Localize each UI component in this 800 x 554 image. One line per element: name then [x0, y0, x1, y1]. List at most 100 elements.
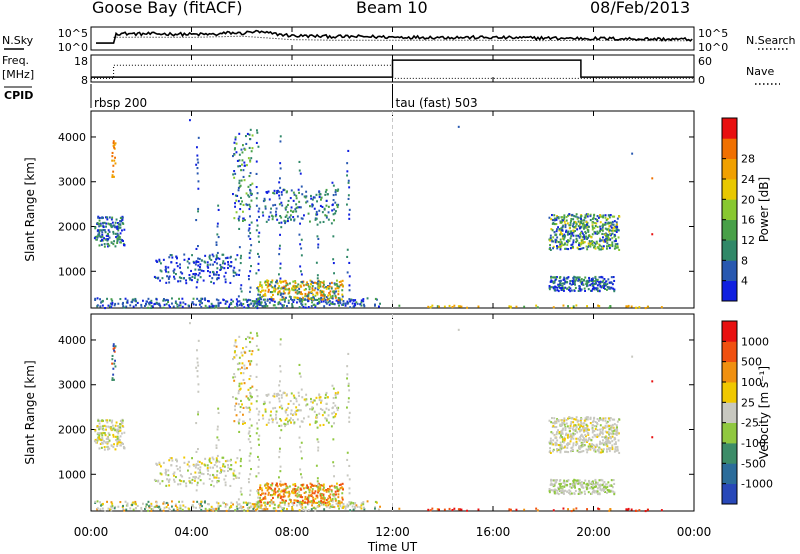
- data-point: [240, 399, 242, 402]
- data-point: [329, 498, 332, 501]
- data-point: [207, 270, 209, 273]
- data-point: [107, 432, 110, 435]
- data-point: [597, 435, 600, 438]
- data-point: [580, 424, 583, 427]
- data-point: [199, 266, 201, 269]
- data-point: [248, 175, 251, 178]
- data-point: [250, 468, 252, 471]
- data-point: [96, 304, 99, 307]
- data-point: [576, 431, 579, 434]
- data-point: [610, 432, 613, 435]
- data-point: [582, 427, 584, 430]
- data-point: [242, 298, 245, 301]
- data-point: [316, 298, 318, 301]
- data-point: [103, 432, 106, 435]
- data-point: [103, 243, 106, 246]
- data-point: [204, 507, 207, 510]
- data-point: [284, 215, 287, 218]
- data-point: [583, 490, 586, 493]
- data-point: [325, 505, 328, 508]
- data-point: [309, 408, 311, 411]
- data-point: [94, 235, 97, 238]
- data-point: [290, 392, 293, 395]
- data-point: [118, 236, 121, 239]
- data-point: [255, 389, 258, 392]
- data-point: [248, 133, 251, 136]
- data-point: [291, 502, 294, 505]
- data-point: [282, 292, 285, 295]
- data-point: [605, 240, 608, 243]
- data-point: [238, 132, 241, 135]
- data-point: [586, 485, 589, 488]
- data-point: [154, 479, 157, 482]
- data-point: [224, 262, 226, 265]
- data-point: [281, 280, 283, 283]
- data-point: [257, 269, 260, 272]
- data-point: [250, 447, 253, 450]
- data-point: [312, 196, 315, 199]
- data-point: [342, 302, 345, 305]
- data-point: [561, 282, 564, 285]
- data-point: [238, 304, 241, 307]
- data-point: [337, 300, 340, 303]
- data-point: [114, 365, 117, 368]
- data-point: [244, 351, 247, 354]
- data-point: [272, 507, 275, 510]
- data-point: [195, 219, 198, 222]
- data-point: [102, 431, 105, 434]
- data-point: [159, 472, 162, 475]
- data-point: [236, 507, 239, 510]
- data-point: [616, 448, 619, 451]
- data-point: [122, 442, 124, 445]
- data-point: [100, 446, 103, 449]
- data-point: [586, 283, 588, 286]
- data-point: [272, 289, 275, 292]
- data-point: [304, 306, 307, 309]
- isolated-point: [457, 125, 460, 128]
- data-point: [292, 289, 295, 292]
- data-point: [509, 509, 512, 512]
- data-point: [274, 406, 277, 409]
- data-point: [271, 502, 274, 505]
- data-point: [594, 478, 597, 481]
- data-point: [597, 507, 599, 510]
- data-point: [272, 204, 275, 207]
- data-point: [608, 245, 610, 248]
- data-point: [233, 469, 236, 472]
- data-point: [564, 224, 567, 227]
- data-point: [568, 224, 571, 227]
- data-point: [119, 426, 122, 429]
- data-point: [264, 501, 266, 504]
- data-point: [579, 289, 582, 292]
- data-point: [110, 241, 113, 244]
- data-point: [107, 304, 110, 307]
- data-point: [182, 480, 185, 483]
- data-point: [241, 151, 244, 154]
- data-point: [242, 420, 245, 423]
- data-point: [551, 229, 554, 232]
- data-point: [125, 305, 128, 308]
- data-point: [168, 304, 171, 307]
- data-point: [378, 508, 380, 511]
- data-point: [121, 218, 124, 221]
- data-point: [316, 403, 318, 406]
- data-point: [336, 287, 339, 290]
- data-point: [573, 485, 576, 488]
- data-point: [615, 225, 617, 228]
- data-point: [206, 265, 209, 268]
- data-point: [248, 426, 251, 429]
- data-point: [348, 492, 351, 495]
- data-point: [571, 213, 574, 216]
- data-point: [106, 500, 108, 503]
- data-point: [210, 509, 213, 512]
- velocity-panel-colorbar-swatch: [722, 463, 737, 484]
- data-point: [613, 226, 616, 229]
- data-point: [267, 393, 270, 396]
- data-point: [114, 162, 117, 165]
- data-point: [566, 287, 569, 290]
- data-point: [309, 494, 311, 497]
- data-point: [278, 424, 281, 427]
- data-point: [607, 278, 610, 281]
- data-point: [586, 486, 588, 489]
- data-point: [600, 479, 603, 482]
